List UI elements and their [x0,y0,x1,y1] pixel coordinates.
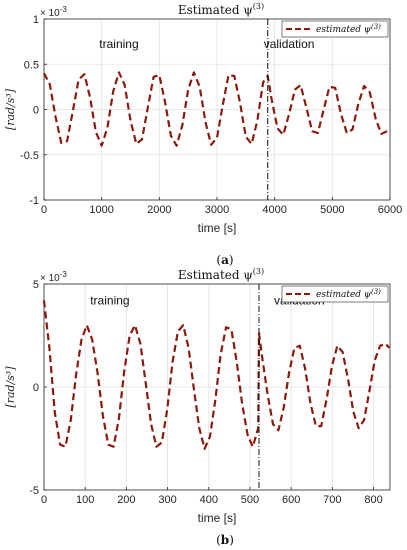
y-exponent: × 10-3 [40,270,67,284]
chart-title-text: Estimated ψ [178,3,253,17]
x-tick-label: 200 [117,494,135,506]
y-tick-label: 0 [33,382,39,394]
x-tick-label: 3000 [205,204,229,216]
subfigure-letter: a [221,253,229,267]
x-tick-label: 100 [76,494,94,506]
legend-entry: estimated ψ(3) [316,23,381,35]
legend-entry-sup: (3) [371,288,381,296]
subfigure-close: ) [229,533,234,547]
chart-title: Estimated ψ(3) [178,267,264,282]
chart-panel-b: 0 100 200 300 400 500 600 700 800-505× 10-3 Estim… [4,267,391,547]
chart-title-text: Estimated ψ [178,268,253,282]
y-axis-label: [rad/s³] [4,366,17,408]
subfigure-label: (b) [216,533,234,547]
y-tick-label: 0.5 [24,59,39,71]
legend: estimated ψ(3) [281,285,389,303]
subfigure-close: ) [229,253,234,267]
x-tick-label: 800 [364,494,382,506]
legend-box [281,285,389,303]
subfigure-label: (a) [216,253,233,267]
chart-title: Estimated ψ(3) [178,2,264,17]
subfigure-open: ( [216,253,221,267]
series-line-estimated-psi3 [43,71,388,147]
y-exponent: × 10-3 [40,5,67,19]
x-tick-label: 400 [200,494,218,506]
x-tick-label: 4000 [262,204,286,216]
subfigure-letter: b [221,533,229,547]
x-tick-label: 6000 [378,204,402,216]
x-axis-label: time [s] [198,221,237,235]
chart-title-sup: (3) [253,2,264,11]
training-annotation: training [99,37,138,51]
y-exponent-power: -3 [60,270,68,279]
legend-entry-sup: (3) [371,23,381,31]
chart-panel-a: 0 1000 2000 3000 4000 5000 6000 -1 -0.5 0 0.5 1× 10… [4,2,402,267]
chart-title-sup: (3) [253,267,264,276]
y-tick-label: -0.5 [20,150,39,162]
x-tick-label: 0 [41,494,47,506]
x-tick-label: 0 [41,204,47,216]
y-exponent-base: × 10 [40,273,60,284]
x-axis-label: time [s] [198,511,237,525]
legend: estimated ψ(3) [281,20,389,38]
x-tick-label: 500 [241,494,259,506]
validation-annotation: validation [264,37,315,51]
x-tick-label: 300 [158,494,176,506]
y-tick-label: -1 [29,195,39,207]
legend-entry-name: estimated ψ [316,25,372,35]
y-tick-label: -5 [29,485,39,497]
legend-box [281,20,389,38]
legend-entry: estimated ψ(3) [316,288,381,300]
y-tick-label: 5 [33,279,39,291]
y-axis-label: [rad/s³] [4,88,17,130]
x-tick-label: 1000 [89,204,113,216]
y-tick-label: 1 [33,14,39,26]
x-tick-label: 5000 [320,204,344,216]
x-tick-label: 2000 [147,204,171,216]
x-tick-label: 700 [323,494,341,506]
y-exponent-base: × 10 [40,8,60,19]
training-annotation: training [90,294,129,308]
legend-entry-name: estimated ψ [316,290,372,300]
y-exponent-power: -3 [60,5,68,14]
subfigure-open: ( [216,533,221,547]
x-tick-label: 600 [282,494,300,506]
y-tick-label: 0 [33,105,39,117]
series-line-estimated-psi3 [42,300,391,450]
